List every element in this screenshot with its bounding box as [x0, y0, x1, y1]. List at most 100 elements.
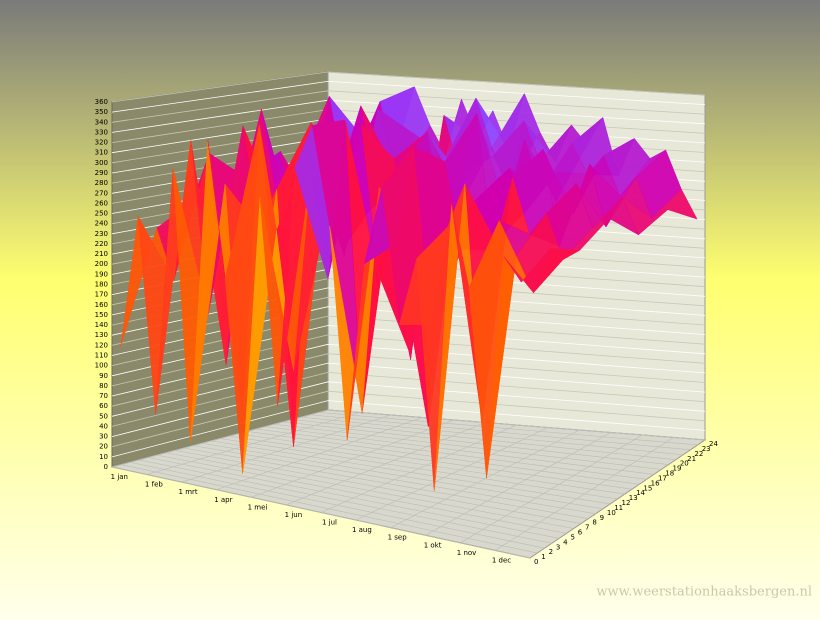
grid-line: [264, 426, 654, 475]
z-tick-label: 210: [95, 250, 108, 258]
z-tick-label: 0: [104, 463, 108, 471]
z-tick-label: 340: [95, 118, 108, 126]
z-tick-label: 300: [95, 159, 108, 167]
h-tick-label: 5: [570, 533, 574, 541]
grid-line: [111, 71, 706, 103]
h-tick-label: 2: [549, 548, 553, 556]
z-tick-label: 40: [99, 422, 108, 430]
z-tick-label: 90: [99, 372, 108, 380]
grid-line: [309, 414, 691, 451]
z-tick-label: 80: [99, 382, 108, 390]
surface-patch: [503, 248, 551, 294]
x-tick-label: 1 apr: [214, 496, 232, 504]
x-tick-label: 1 feb: [145, 481, 163, 489]
grid-line: [246, 431, 640, 485]
h-tick-label: 3: [556, 543, 560, 551]
x-tick-label: 1 dec: [492, 556, 511, 564]
z-tick-label: 30: [99, 433, 108, 441]
z-tick-label: 310: [95, 149, 108, 157]
h-tick-label: 12: [622, 499, 631, 507]
z-tick-label: 10: [99, 453, 108, 461]
z-tick-label: 110: [95, 351, 108, 359]
h-tick-label: 16: [651, 479, 660, 487]
z-tick-label: 100: [95, 362, 108, 370]
x-tick-label: 1 okt: [424, 541, 442, 549]
z-tick-label: 150: [95, 311, 108, 319]
h-tick-label: 8: [592, 519, 596, 527]
h-tick-label: 24: [709, 440, 718, 448]
z-tick-label: 280: [95, 179, 108, 187]
grid-line: [201, 442, 603, 510]
z-tick-label: 230: [95, 230, 108, 238]
z-tick-label: 20: [99, 443, 108, 451]
grid-line: [165, 452, 574, 529]
grid-line: [111, 371, 706, 427]
h-tick-label: 7: [585, 524, 589, 532]
x-tick-label: 1 jan: [111, 473, 128, 481]
h-tick-label: 9: [600, 514, 604, 522]
z-tick-label: 120: [95, 341, 108, 349]
z-tick-label: 70: [99, 392, 108, 400]
grid-line: [129, 461, 545, 549]
z-tick-label: 170: [95, 291, 108, 299]
x-tick-label: 1 mei: [248, 503, 268, 511]
h-tick-label: 15: [643, 484, 652, 492]
grid-line: [111, 90, 706, 123]
x-tick-label: 1 jul: [322, 519, 337, 527]
x-tick-label: 1 sep: [388, 534, 408, 542]
x-tick-label: 1 mrt: [179, 488, 198, 496]
grid-line: [111, 466, 531, 559]
h-tick-label: 11: [614, 504, 623, 512]
grid-line: [111, 343, 706, 397]
grid-line: [111, 334, 706, 387]
z-tick-label: 140: [95, 321, 108, 329]
h-tick-label: 10: [607, 509, 616, 517]
h-tick-label: 13: [629, 494, 638, 502]
h-tick-label: 14: [636, 489, 645, 497]
h-tick-label: 19: [673, 465, 682, 473]
grid-line: [228, 435, 625, 495]
grid-line: [210, 440, 611, 505]
grid-line: [192, 445, 596, 515]
grid-line: [111, 390, 706, 448]
h-tick-label: 6: [578, 529, 583, 537]
grid-line: [273, 423, 662, 470]
watermark: www.weerstationhaaksbergen.nl: [596, 585, 812, 600]
x-tick-label: 1 jun: [285, 511, 303, 519]
grid-line: [183, 447, 589, 519]
h-tick-label: 4: [563, 538, 568, 546]
z-tick-label: 180: [95, 281, 108, 289]
grid-line: [111, 381, 706, 437]
z-tick-label: 190: [95, 270, 108, 278]
grid-line: [147, 457, 560, 539]
grid-line: [327, 409, 706, 441]
z-tick-label: 270: [95, 189, 108, 197]
h-tick-label: 18: [665, 470, 674, 478]
grid-line: [156, 454, 567, 534]
h-tick-label: 23: [702, 445, 711, 453]
grid-line: [111, 353, 706, 407]
z-tick-label: 60: [99, 402, 108, 410]
grid-line: [219, 438, 618, 500]
grid-line: [138, 459, 552, 544]
grid-line: [255, 428, 647, 480]
h-tick-label: 22: [694, 450, 703, 458]
grid-line: [111, 80, 706, 113]
h-tick-label: 17: [658, 474, 667, 482]
h-tick-label: 20: [680, 460, 689, 468]
h-tick-label: 0: [534, 558, 538, 566]
z-tick-label: 200: [95, 260, 108, 268]
z-tick-label: 160: [95, 301, 108, 309]
grid-line: [111, 400, 706, 458]
grid-line: [111, 315, 706, 366]
z-tick-label: 130: [95, 331, 108, 339]
h-tick-label: 1: [541, 553, 545, 561]
z-tick-label: 220: [95, 240, 108, 248]
z-tick-label: 320: [95, 139, 108, 147]
grid-line: [120, 464, 538, 554]
z-tick-label: 50: [99, 412, 108, 420]
grid-line: [318, 412, 698, 446]
z-tick-label: 290: [95, 169, 108, 177]
x-tick-label: 1 aug: [352, 526, 372, 534]
